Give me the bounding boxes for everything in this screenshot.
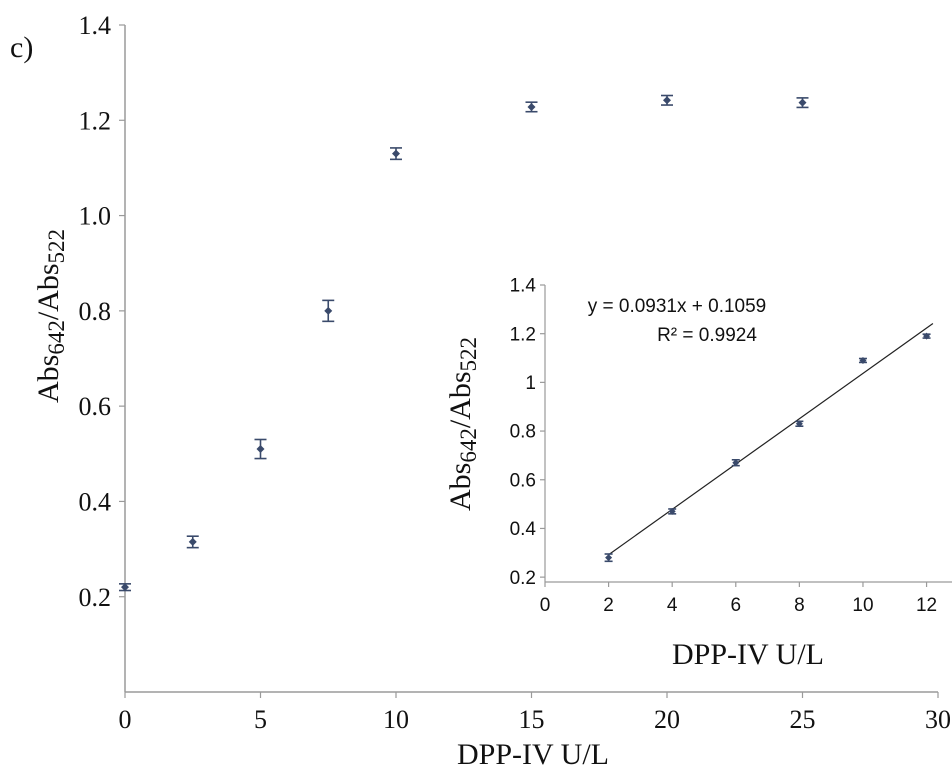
inset-data-point (922, 332, 931, 340)
main-x-axis-label: DPP-IV U/L (457, 738, 609, 771)
inset-y-tick-label: 1.2 (510, 324, 536, 345)
main-x-tick-label: 5 (254, 705, 267, 734)
inset-y-tick-label: 0.4 (510, 519, 537, 540)
main-data-point (186, 535, 199, 549)
main-x-tick-label: 0 (119, 705, 132, 734)
inset-y-tick-label: 1 (525, 373, 536, 394)
main-y-tick-label: 1.4 (79, 11, 112, 40)
main-marker (798, 98, 807, 107)
main-marker (188, 537, 197, 546)
inset-data-point (858, 356, 867, 364)
inset-r2-label: R² = 0.9924 (657, 325, 757, 346)
main-x-tick-label: 10 (383, 705, 409, 734)
inset-data-point (731, 458, 740, 467)
main-y-tick-label: 0.6 (79, 392, 112, 421)
main-data-point (254, 438, 267, 460)
main-x-tick-label: 20 (654, 705, 680, 734)
inset-data-point (604, 553, 613, 563)
inset-marker (732, 459, 740, 467)
inset-y-tick-label: 1.4 (510, 276, 537, 297)
inset-data-point (795, 420, 804, 428)
main-data-point (796, 97, 809, 109)
main-data-point (525, 101, 538, 113)
inset-x-tick-label: 4 (667, 595, 678, 616)
inset-x-tick-label: 12 (916, 595, 937, 616)
inset-data-point (668, 507, 677, 515)
main-y-tick-label: 1.0 (79, 202, 112, 231)
main-x-tick-label: 30 (925, 705, 951, 734)
main-y-tick-label: 0.2 (79, 583, 112, 612)
main-marker (256, 445, 265, 454)
main-data-point (119, 583, 131, 592)
panel-label: c) (10, 31, 33, 64)
main-data-point (322, 299, 335, 323)
inset-marker (859, 356, 867, 364)
inset-y-tick-label: 0.6 (510, 470, 536, 491)
main-marker (527, 102, 536, 111)
main-x-tick-label: 25 (790, 705, 816, 734)
main-marker (663, 96, 671, 105)
inset-marker (668, 507, 676, 515)
main-y-tick-label: 0.8 (79, 297, 112, 326)
inset-x-axis-label: DPP-IV U/L (672, 638, 824, 671)
inset-x-tick-label: 8 (794, 595, 805, 616)
main-x-tick-label: 15 (519, 705, 545, 734)
inset-x-tick-label: 2 (603, 595, 614, 616)
inset-x-tick-label: 6 (730, 595, 741, 616)
inset-y-tick-label: 0.8 (510, 422, 536, 443)
main-marker (392, 149, 400, 158)
main-y-axis-label: Abs642/Abs522 (32, 229, 69, 403)
inset-x-tick-label: 0 (540, 595, 551, 616)
main-y-tick-label: 1.2 (79, 106, 112, 135)
main-data-point (661, 94, 673, 106)
main-marker (121, 583, 129, 592)
main-data-point (390, 147, 402, 161)
inset-marker (795, 420, 803, 428)
inset-fit-line (608, 323, 934, 556)
inset-marker (923, 332, 931, 340)
inset-marker (605, 554, 613, 562)
inset-y-axis-label: Abs642/Abs522 (444, 337, 481, 511)
inset-equation-label: y = 0.0931x + 0.1059 (588, 296, 767, 317)
inset-y-tick-label: 0.2 (510, 568, 536, 589)
inset-x-tick-label: 10 (852, 595, 873, 616)
main-marker (324, 306, 333, 315)
main-y-tick-label: 0.4 (79, 488, 112, 517)
